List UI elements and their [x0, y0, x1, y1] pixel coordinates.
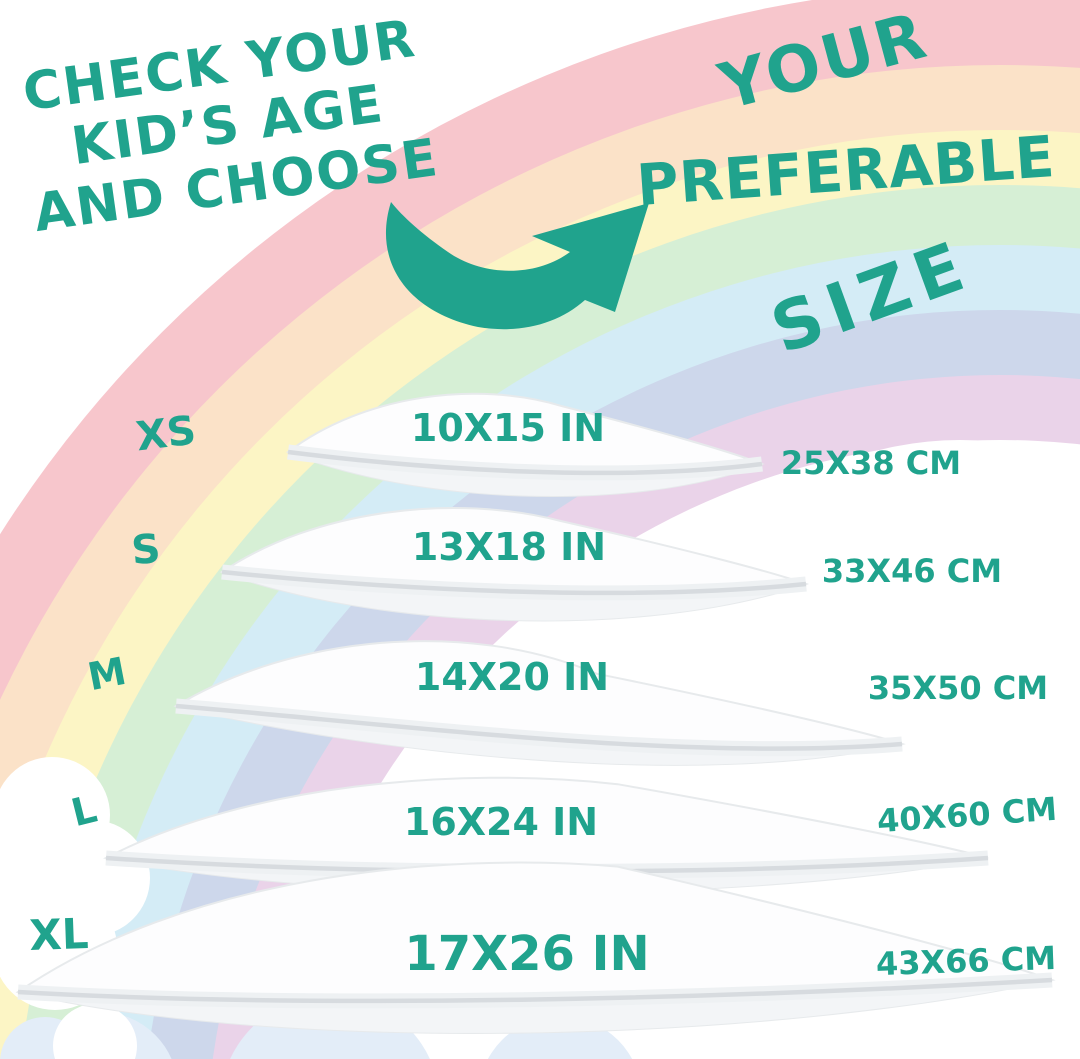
pillow-xs — [285, 392, 765, 498]
size-label-xs: XS — [133, 407, 199, 461]
pillow-s-seam — [221, 569, 807, 596]
inches-label-m: 14X20 IN — [414, 655, 610, 699]
pillow-xl — [15, 861, 1056, 1034]
pillow-xs-seam — [287, 449, 763, 476]
cm-label-xs: 25X38 CM — [780, 444, 962, 482]
pillow-m — [173, 640, 906, 766]
cm-label-m: 35X50 CM — [867, 669, 1049, 707]
size-label-s: S — [129, 525, 163, 575]
inches-label-s: 13X18 IN — [411, 525, 607, 569]
curved-arrow-icon — [385, 202, 649, 330]
size-label-xl: XL — [28, 908, 90, 961]
pillow-m-seam — [175, 703, 903, 751]
pillow-xl-seam — [17, 977, 1053, 1004]
inches-label-xs: 10X15 IN — [410, 406, 606, 450]
cloud-bottom-white — [53, 1004, 137, 1059]
inches-label-xl: 17X26 IN — [404, 926, 650, 982]
cm-label-xl: 43X66 CM — [875, 938, 1057, 984]
size-label-m: M — [84, 648, 130, 700]
cm-label-s: 33X46 CM — [821, 552, 1003, 590]
pillow-s — [219, 507, 810, 622]
inches-label-l: 16X24 IN — [403, 800, 599, 844]
